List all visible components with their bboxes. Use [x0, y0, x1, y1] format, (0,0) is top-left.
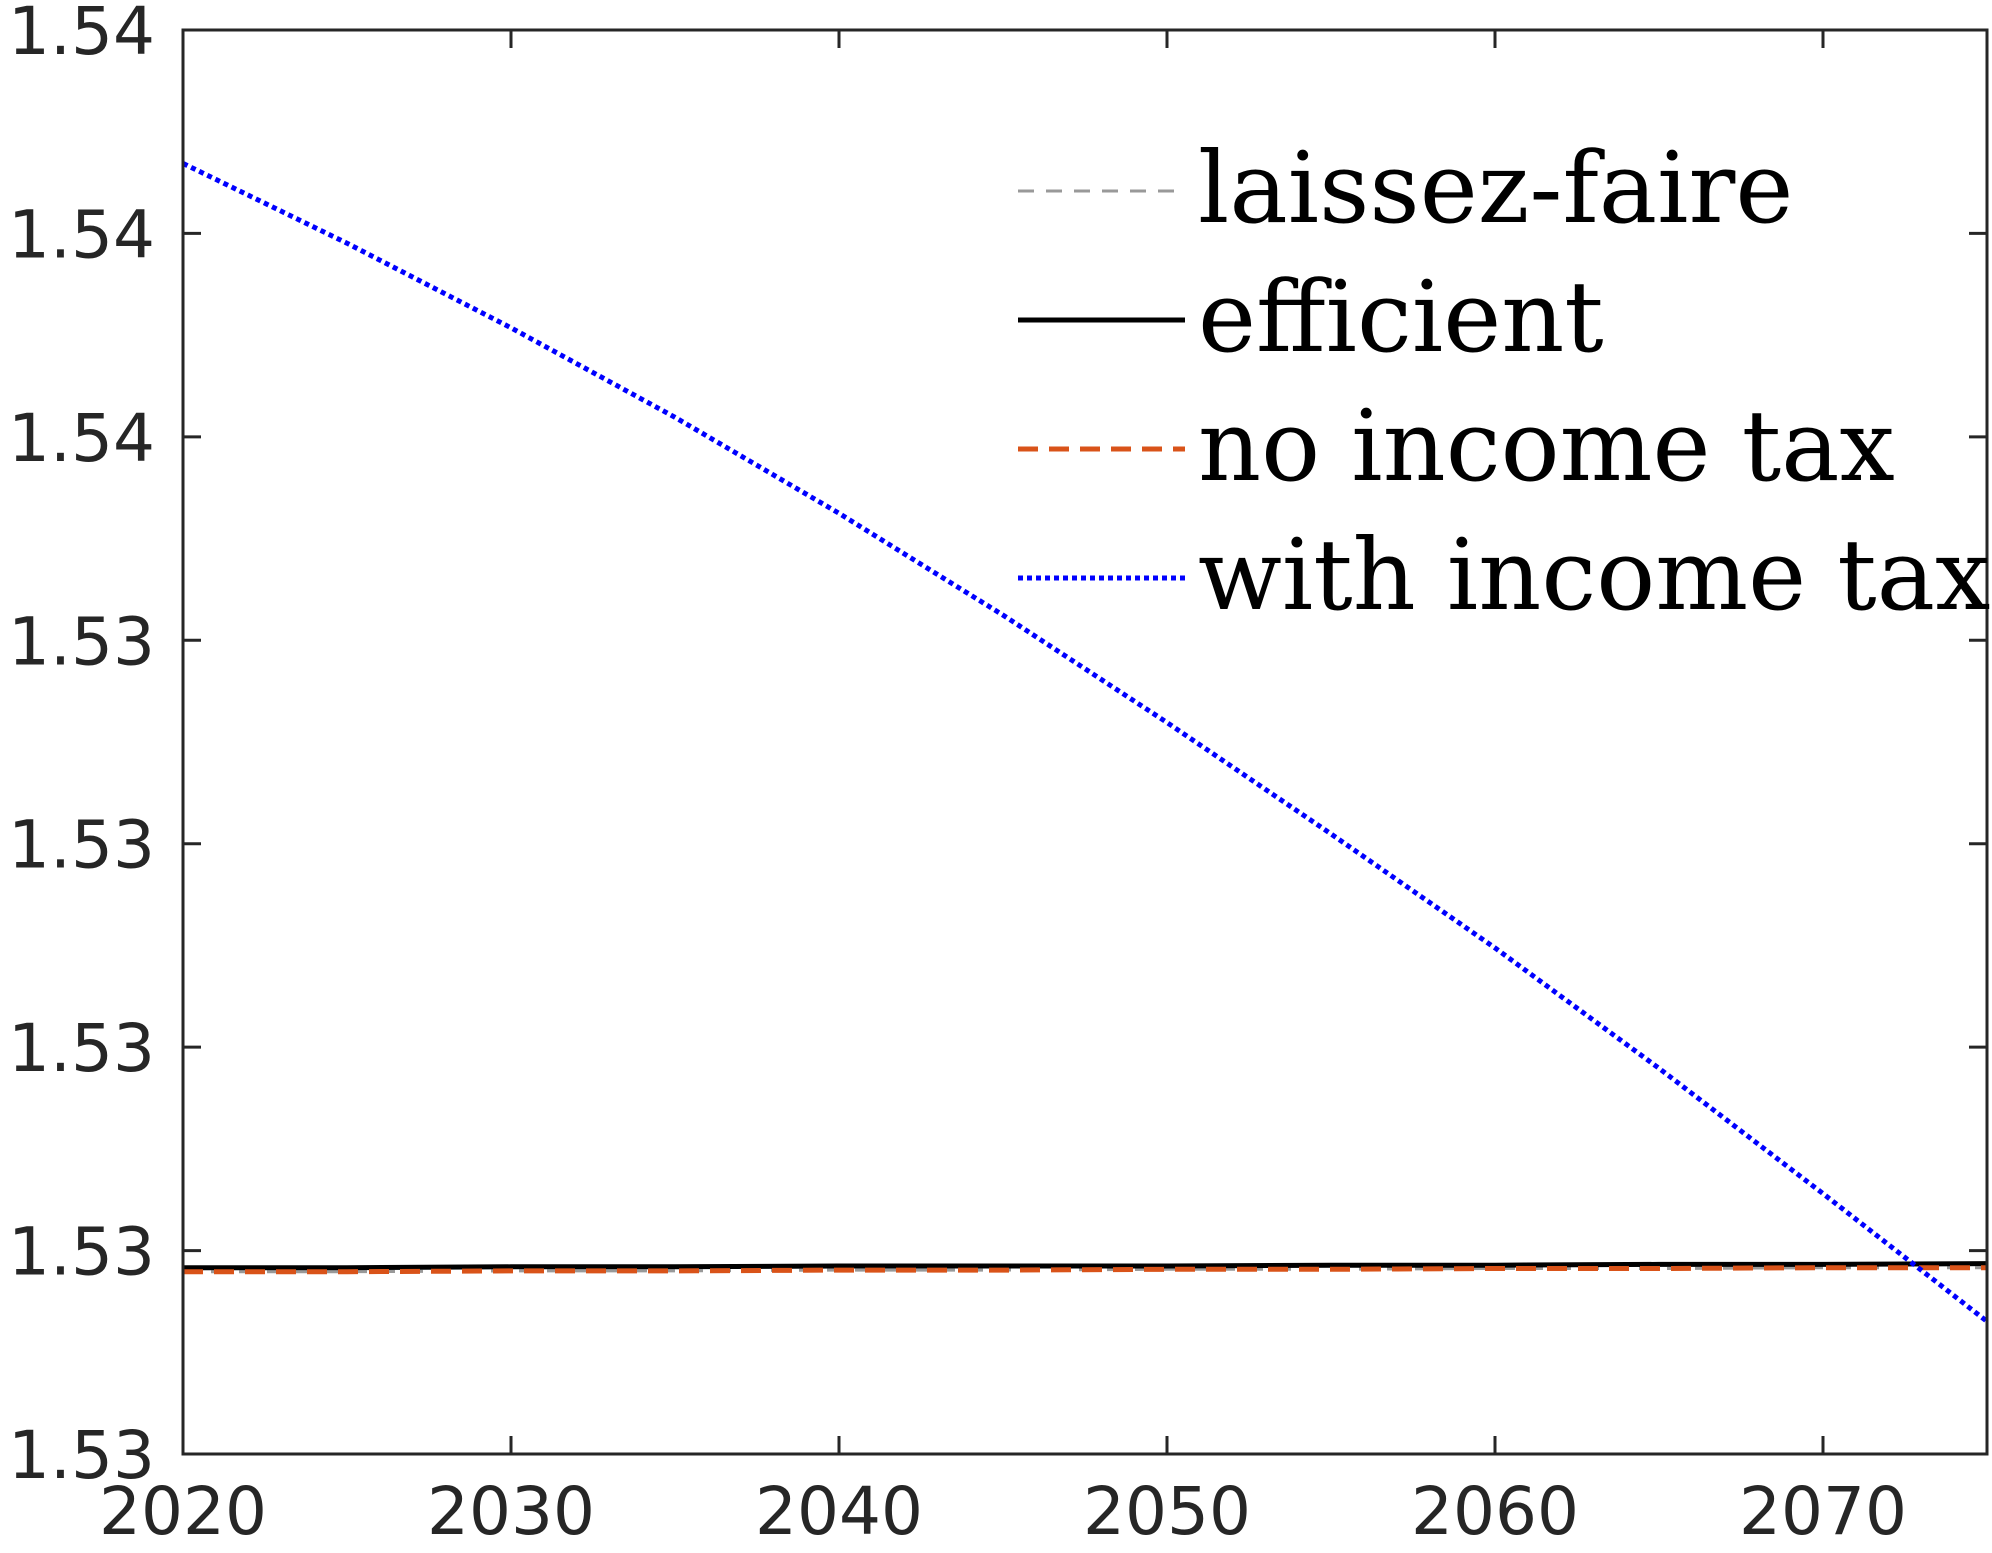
legend-label: with income tax [1198, 519, 1990, 633]
y-tick-label: 1.54 [8, 196, 155, 273]
y-tick-label: 1.53 [8, 807, 155, 884]
y-tick-label: 1.53 [8, 603, 155, 680]
y-tick-label: 1.53 [8, 1010, 155, 1087]
x-tick-label: 2040 [755, 1473, 923, 1550]
y-tick-label: 1.53 [8, 1417, 155, 1494]
legend-label: efficient [1198, 261, 1604, 375]
x-tick-label: 2020 [99, 1473, 267, 1550]
x-tick-label: 2060 [1411, 1473, 1579, 1550]
plot-frame [181, 28, 1989, 1456]
x-tick-label: 2070 [1739, 1473, 1907, 1550]
series-lines [181, 161, 1989, 1324]
series-line-no-income-tax [183, 1265, 1987, 1275]
y-tick-label: 1.54 [8, 400, 155, 477]
axis-ticks: 2020 2030 2040 2050 2060 2070 1.53 1.53 1.53 1.53… [8, 0, 1987, 1550]
x-tick-label: 2030 [427, 1473, 595, 1550]
legend-label: no income tax [1198, 390, 1895, 504]
y-tick-label: 1.54 [8, 0, 155, 70]
series-line-with-income-tax [181, 161, 1989, 1324]
legend-label: laissez-faire [1198, 132, 1793, 246]
series-line-efficient [183, 1261, 1988, 1271]
x-tick-label: 2050 [1083, 1473, 1251, 1550]
legend: laissez-faire efficient no income tax with … [1018, 132, 1990, 633]
y-tick-label: 1.53 [8, 1214, 155, 1291]
